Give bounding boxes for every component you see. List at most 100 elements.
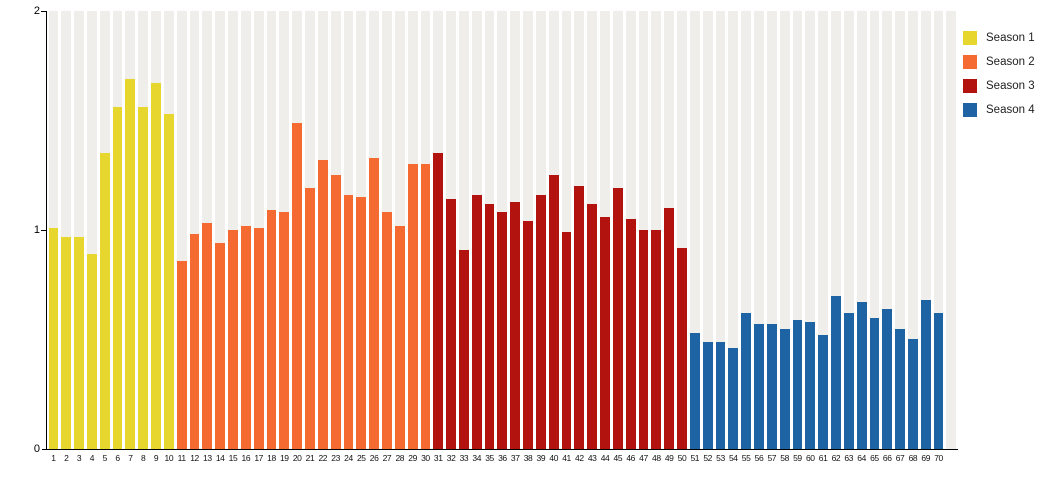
x-tick-label: 4 [89, 453, 95, 463]
bar-slot-12 [188, 11, 201, 449]
bar-slot-39 [534, 11, 547, 449]
x-tick-label: 47 [639, 453, 648, 463]
x-tick-label: 24 [344, 453, 353, 463]
y-tick-mark-2 [41, 11, 47, 12]
background-stripe [702, 11, 713, 449]
background-stripe [869, 11, 880, 449]
x-tick-label: 61 [818, 453, 828, 463]
x-tick-label: 41 [562, 453, 571, 463]
bar-episode-25 [356, 197, 367, 449]
x-tick-label: 70 [934, 453, 943, 463]
x-tick-label: 43 [587, 453, 597, 463]
bar-slot-64 [855, 11, 868, 449]
plot-area [47, 11, 958, 449]
bar-slot-49 [663, 11, 676, 449]
bar-episode-67 [895, 329, 905, 449]
bar-episode-53 [715, 342, 726, 449]
x-tick-label: 9 [153, 453, 159, 463]
bar-episode-28 [394, 226, 405, 449]
bar-episode-22 [317, 160, 328, 449]
x-tick-label: 32 [446, 453, 456, 463]
bar-slot-17 [252, 11, 265, 449]
x-tick-label: 49 [664, 453, 674, 463]
bar-slot-6 [111, 11, 124, 449]
bar-episode-36 [497, 212, 508, 449]
bar-slot-15 [227, 11, 240, 449]
bar-episode-59 [792, 320, 803, 449]
bar-episode-9 [151, 83, 161, 449]
x-tick-label: 44 [600, 453, 610, 463]
x-tick-label: 62 [831, 453, 841, 463]
x-tick-label: 53 [716, 453, 725, 463]
bar-slot-5 [98, 11, 111, 449]
x-tick-label: 15 [228, 453, 238, 463]
bar-episode-35 [484, 204, 495, 449]
bar-slot-23 [329, 11, 342, 449]
bar-slot-51 [688, 11, 701, 449]
bar-episode-23 [330, 175, 341, 449]
bar-episode-7 [125, 79, 136, 449]
bar-slot-58 [778, 11, 791, 449]
x-tick-label: 2 [64, 453, 69, 463]
bar-episode-20 [292, 123, 303, 449]
bar-episode-51 [689, 333, 700, 449]
x-tick-label: 30 [421, 453, 430, 463]
background-stripe [907, 11, 918, 449]
x-tick-label: 21 [305, 453, 315, 463]
bar-slot-54 [727, 11, 740, 449]
bar-episode-49 [664, 208, 675, 449]
bar-episode-11 [176, 261, 187, 449]
x-tick-label: 46 [626, 453, 635, 463]
bar-slot-66 [881, 11, 894, 449]
bar-slot-26 [368, 11, 381, 449]
bar-episode-18 [266, 210, 277, 449]
bar-episode-3 [74, 237, 84, 449]
bar-slot-34 [470, 11, 483, 449]
x-tick-label: 29 [408, 453, 417, 463]
bar-episode-56 [754, 324, 764, 449]
background-stripe [766, 11, 777, 449]
legend-item-season-1[interactable]: Season 1 [963, 26, 1035, 50]
bar-episode-42 [574, 186, 585, 449]
bar-episode-46 [625, 219, 636, 449]
bar-episode-62 [831, 296, 841, 449]
x-tick-label: 12 [190, 453, 199, 463]
bar-episode-2 [61, 237, 72, 449]
bar-slot-40 [547, 11, 560, 449]
legend-item-season-2[interactable]: Season 2 [963, 50, 1035, 74]
bar-slot-2 [60, 11, 73, 449]
bar-slot-29 [406, 11, 419, 449]
background-stripe [933, 11, 944, 449]
bar-episode-12 [189, 234, 200, 449]
y-tick-label-2: 2 [33, 5, 40, 17]
x-tick-label: 63 [844, 453, 854, 463]
x-tick-label: 58 [780, 453, 789, 463]
bar-episode-17 [253, 228, 264, 449]
x-tick-label: 51 [690, 453, 700, 463]
bar-episode-66 [882, 309, 893, 449]
background-stripe [792, 11, 803, 449]
x-tick-label: 35 [485, 453, 494, 463]
bar-slot-4 [85, 11, 98, 449]
x-tick-label: 64 [857, 453, 866, 463]
x-tick-label: 42 [575, 453, 584, 463]
bar-episode-45 [612, 188, 623, 449]
bar-slot-50 [676, 11, 689, 449]
bar-slot-41 [560, 11, 573, 449]
legend-item-season-4[interactable]: Season 4 [963, 98, 1035, 122]
bar-episode-63 [843, 313, 854, 449]
bar-slot-3 [73, 11, 86, 449]
background-stripe [215, 11, 226, 449]
bar-slot-8 [137, 11, 150, 449]
bar-slot-33 [458, 11, 471, 449]
x-tick-label: 3 [76, 453, 82, 463]
bar-slot-52 [701, 11, 714, 449]
x-tick-label: 20 [292, 453, 302, 463]
bar-episode-70 [933, 313, 944, 449]
x-tick-label: 54 [728, 453, 738, 463]
legend-swatch-season-4-icon [963, 103, 977, 117]
bar-episode-60 [805, 322, 816, 449]
legend-item-season-3[interactable]: Season 3 [963, 74, 1035, 98]
background-stripe [176, 11, 187, 449]
x-tick-label: 55 [741, 453, 751, 463]
